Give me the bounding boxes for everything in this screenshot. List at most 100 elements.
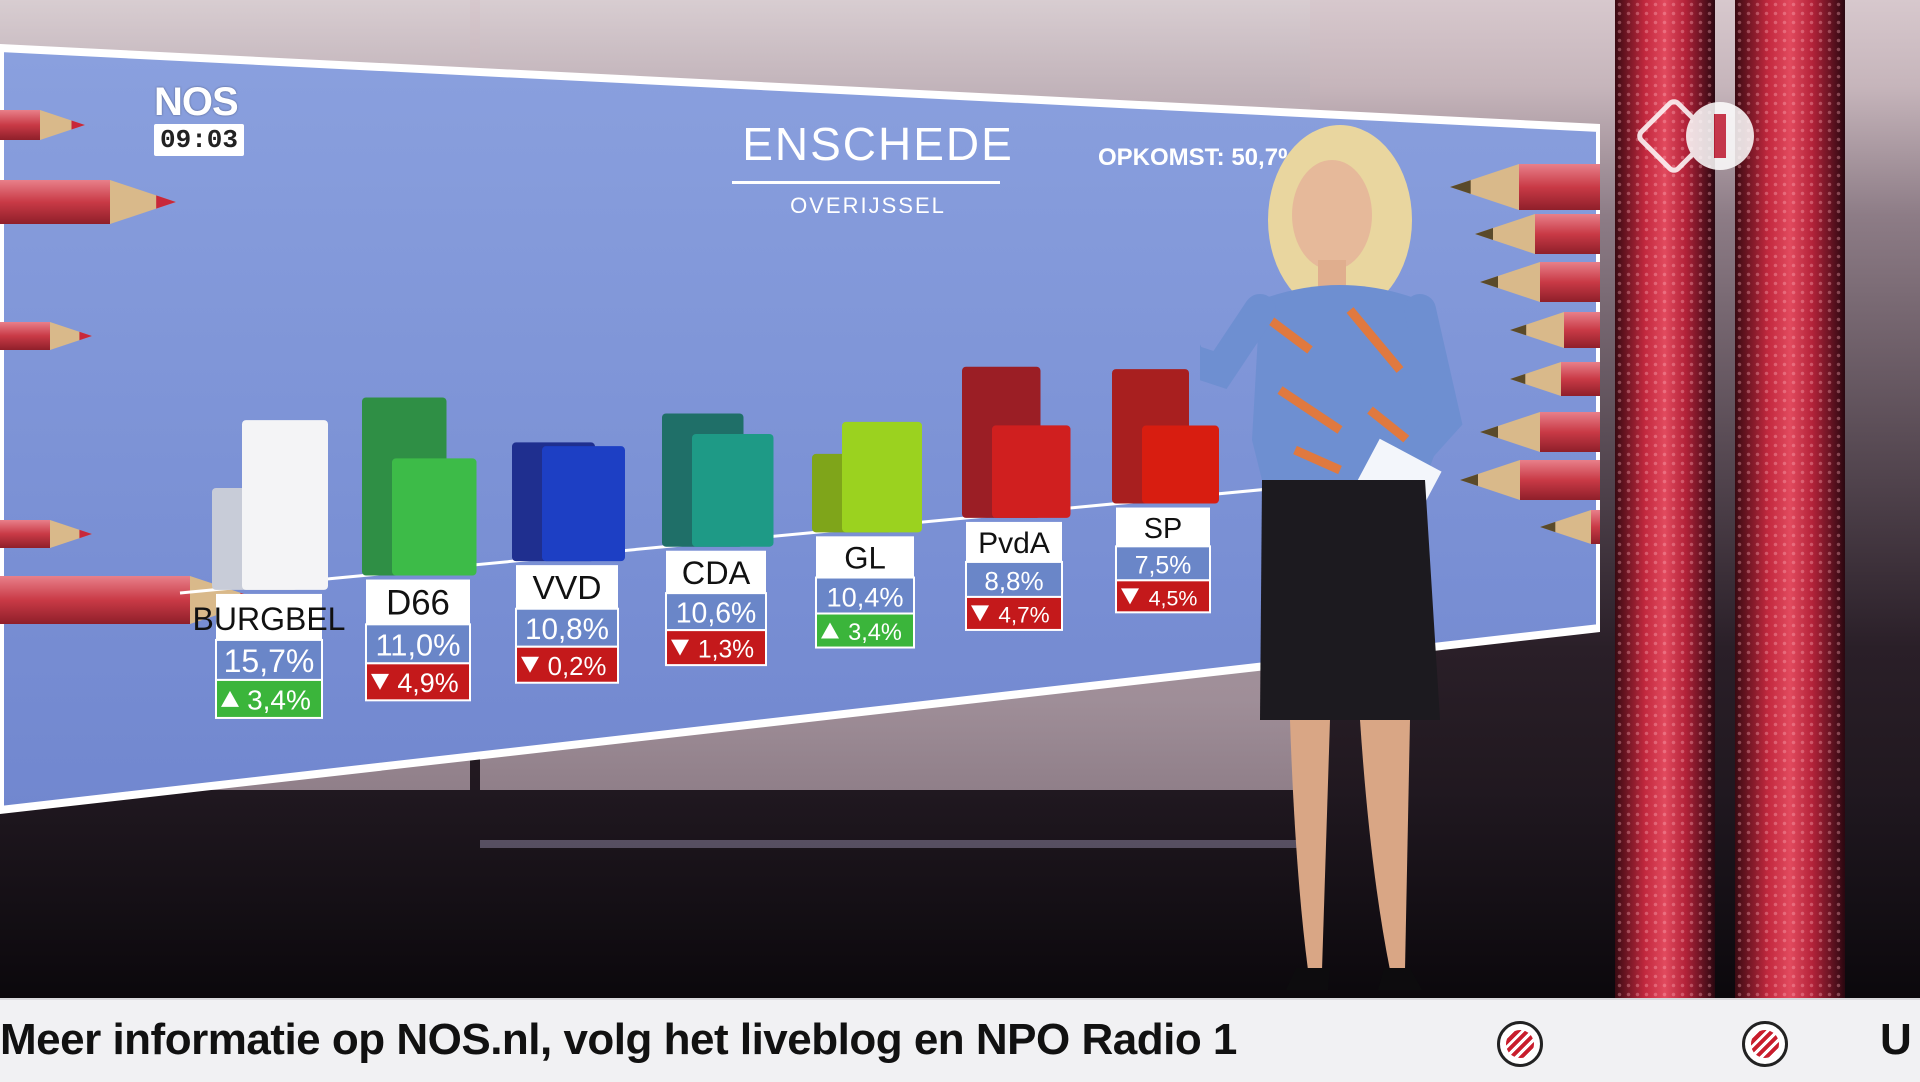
bar-group-sp: SP 7,5% 4,5%: [1112, 369, 1219, 614]
pencil-body: [1540, 262, 1600, 302]
bar-group-d66: D66 11,0% 4,9%: [362, 397, 477, 702]
pencil-lead: [1475, 228, 1493, 240]
bar-group-burgbel: BURGBEL 15,7% 3,4%: [193, 420, 346, 719]
change-label: 4,9%: [397, 668, 458, 698]
change-label: 1,3%: [698, 636, 754, 663]
pencil-icon: [1510, 362, 1600, 396]
value-label: 10,6%: [676, 598, 757, 630]
arrow-down-icon: [671, 639, 689, 656]
bar-current: [242, 420, 328, 590]
npo-1-logo-icon: [1637, 99, 1754, 173]
turnout-label: OPKOMST: 50,7%: [1098, 144, 1299, 171]
pencil-wood: [1480, 262, 1540, 302]
party-name: GL: [844, 540, 886, 575]
party-label-box: [1116, 507, 1210, 547]
pencil-body: [0, 322, 50, 350]
bar-group-vvd: VVD 10,8% 0,2%: [512, 442, 625, 684]
value-label: 10,8%: [525, 613, 609, 646]
pencil-lead: [1460, 474, 1478, 486]
pencil-icon: [0, 180, 176, 224]
pencil-icon: [1540, 510, 1600, 544]
pencil-body: [1591, 510, 1600, 544]
pencil-icon: [0, 322, 92, 350]
party-name: BURGBEL: [193, 601, 346, 637]
pencil-lead: [1540, 521, 1556, 533]
pencil-wood: [50, 520, 92, 548]
pencil-lead: [79, 331, 92, 341]
arrow-up-icon: [821, 622, 839, 639]
party-label-box: [666, 550, 766, 594]
broadcast-time: 09:03: [154, 124, 245, 156]
pencil-icon: [1460, 460, 1600, 500]
election-results-screen: ENSCHEDE OVERIJSSEL OPKOMST: 50,7% BURGB…: [0, 40, 1600, 820]
pencil-wood: [1480, 412, 1540, 452]
news-ticker: Meer informatie op NOS.nl, volg het live…: [0, 998, 1920, 1082]
value-box: [1115, 545, 1211, 582]
bar-current: [542, 446, 625, 562]
bar-current: [692, 434, 774, 547]
pencil-body: [1564, 312, 1600, 348]
pencil-icon: [1480, 262, 1600, 302]
pencil-wood: [1450, 164, 1519, 210]
presenter: [1200, 125, 1463, 990]
bar-current: [842, 421, 922, 533]
pencil-body: [0, 110, 40, 140]
party-label-box: [516, 565, 618, 609]
value-box: [515, 607, 619, 648]
party-label-box: [366, 579, 470, 625]
pencil-wood: [110, 180, 176, 224]
pencil-lead: [71, 120, 85, 130]
pencil-lead: [1510, 324, 1527, 336]
pencil-icon: [1480, 412, 1600, 452]
pencil-lead: [1510, 373, 1526, 385]
change-label: 3,4%: [247, 685, 311, 716]
chart-subtitle: OVERIJSSEL: [790, 193, 946, 218]
pencil-lead: [79, 529, 92, 539]
party-name: SP: [1144, 513, 1182, 545]
pencil-lead: [1480, 276, 1498, 288]
party-name: VVD: [532, 570, 601, 607]
party-name: D66: [386, 583, 450, 622]
pencil-wood: [1510, 312, 1564, 348]
value-label: 15,7%: [224, 643, 315, 679]
pencil-body: [1519, 164, 1600, 210]
arrow-down-icon: [521, 656, 539, 673]
party-label-box: [816, 536, 914, 578]
pencil-icon: [0, 520, 92, 548]
bar-group-pvda: PvdA 8,8% 4,7%: [962, 366, 1071, 631]
value-box: [215, 638, 323, 681]
value-label: 11,0%: [375, 628, 460, 663]
red-led-column: [1735, 0, 1845, 1000]
pencil-icon: [1510, 312, 1600, 348]
bar-current: [1142, 425, 1219, 504]
results-chart: ENSCHEDE OVERIJSSEL OPKOMST: 50,7% BURGB…: [0, 43, 1600, 815]
ticker-text: Meer informatie op NOS.nl, volg het live…: [0, 1015, 1237, 1064]
npo-radio-1-icon: [1742, 1021, 1788, 1067]
value-label: 8,8%: [984, 566, 1043, 596]
party-name: CDA: [682, 555, 751, 591]
bar-group-gl: GL 10,4% 3,4%: [812, 421, 922, 649]
pencil-body: [1520, 460, 1600, 500]
value-box: [965, 560, 1063, 598]
pencil-body: [1535, 214, 1600, 254]
change-label: 3,4%: [848, 620, 902, 646]
pencil-body: [0, 576, 190, 624]
pencil-wood: [1510, 362, 1561, 396]
pencil-wood: [40, 110, 85, 140]
ticker-trailing-text: U: [1880, 1015, 1912, 1064]
change-label: 4,7%: [998, 603, 1049, 628]
party-label-box: [966, 521, 1062, 562]
pencil-body: [1540, 412, 1600, 452]
pencil-decorations: [0, 110, 1600, 624]
channel-logo: NOS: [154, 80, 239, 124]
title-divider: [732, 181, 1000, 184]
bar-current: [992, 425, 1071, 518]
pencil-icon: [1475, 214, 1600, 254]
pencil-body: [0, 520, 50, 548]
bar-groups: BURGBEL 15,7% 3,4% D66 11,0% 4,9% VVD 10,8% 0,2%…: [179, 366, 1291, 719]
arrow-down-icon: [1121, 588, 1139, 605]
party-label-box: [216, 593, 322, 640]
floor-light-strip: [480, 840, 1300, 848]
studio-floor: [0, 790, 1920, 1000]
change-label: 4,5%: [1149, 586, 1198, 610]
